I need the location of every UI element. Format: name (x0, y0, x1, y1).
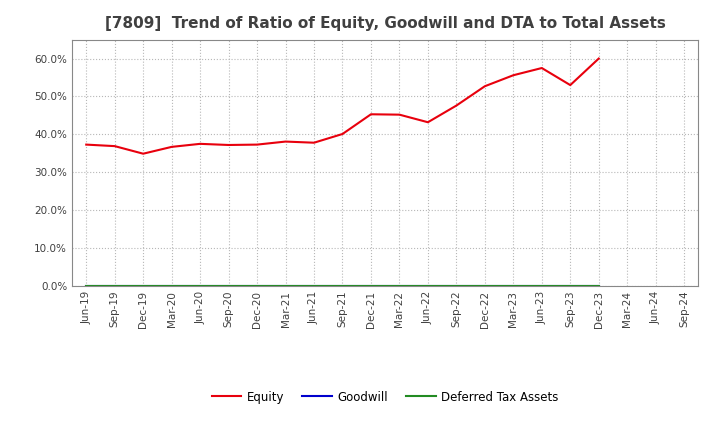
Title: [7809]  Trend of Ratio of Equity, Goodwill and DTA to Total Assets: [7809] Trend of Ratio of Equity, Goodwil… (105, 16, 665, 32)
Legend: Equity, Goodwill, Deferred Tax Assets: Equity, Goodwill, Deferred Tax Assets (207, 386, 564, 408)
